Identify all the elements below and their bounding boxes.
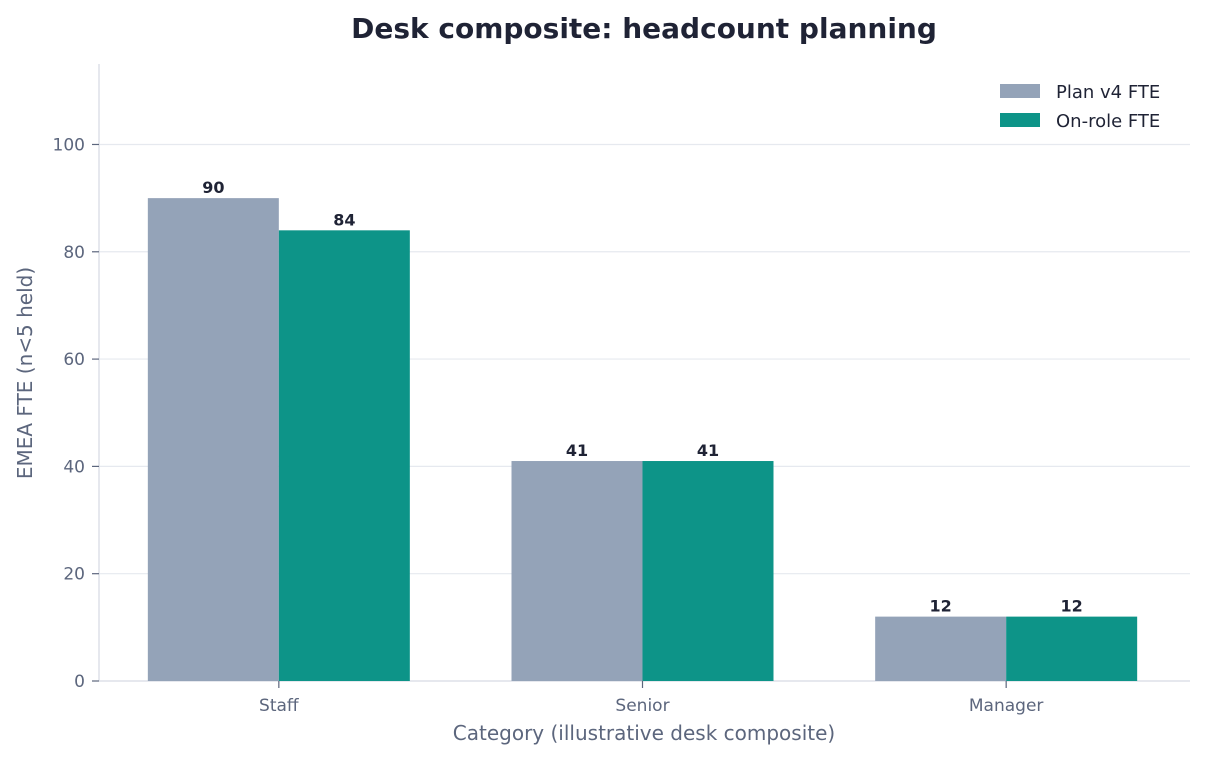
bar — [511, 461, 643, 681]
x-tick-label: Staff — [259, 696, 300, 716]
legend-swatch — [1000, 113, 1040, 127]
y-tick-label: 40 — [63, 457, 85, 477]
bar — [875, 616, 1007, 681]
bar-value-label: 12 — [1061, 597, 1083, 616]
bar-value-label: 41 — [697, 441, 719, 460]
y-tick-label: 100 — [53, 135, 85, 155]
bar-value-labels: 90 84 41 41 12 12 — [202, 178, 1083, 615]
bars — [147, 198, 1138, 682]
bar — [1006, 616, 1138, 681]
bar-value-label: 41 — [566, 441, 588, 460]
bar-value-label: 12 — [930, 597, 952, 616]
legend: Plan v4 FTE On-role FTE — [1000, 82, 1160, 132]
x-tick-label: Senior — [615, 696, 669, 716]
y-tick-label: 0 — [74, 672, 85, 692]
bar — [642, 461, 774, 681]
bar — [278, 230, 410, 682]
x-axis-label: Category (illustrative desk composite) — [453, 721, 835, 745]
legend-label: Plan v4 FTE — [1056, 82, 1160, 103]
y-tick-label: 20 — [63, 565, 85, 585]
bar-value-label: 90 — [202, 178, 224, 197]
legend-swatch — [1000, 84, 1040, 98]
chart-title: Desk composite: headcount planning — [351, 12, 937, 45]
bar-value-label: 84 — [333, 210, 355, 229]
x-ticks: Staff Senior Manager — [259, 681, 1043, 716]
x-tick-label: Manager — [969, 696, 1044, 716]
y-axis-label: EMEA FTE (n<5 held) — [13, 267, 37, 479]
legend-label: On-role FTE — [1056, 111, 1160, 132]
y-ticks: 0 20 40 60 80 100 — [53, 135, 99, 692]
y-tick-label: 80 — [63, 243, 85, 263]
bar — [147, 198, 279, 681]
y-tick-label: 60 — [63, 350, 85, 370]
